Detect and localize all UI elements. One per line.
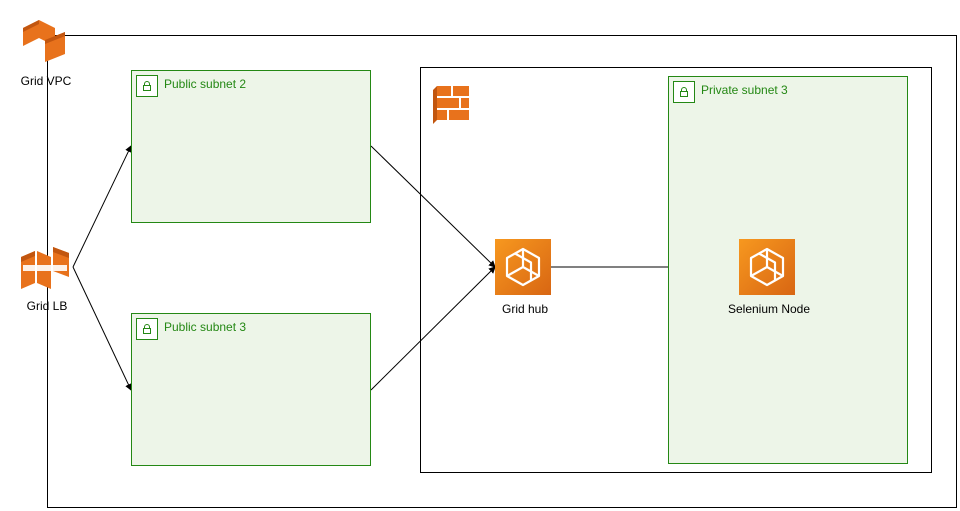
grid-hub-icon [495,239,551,295]
lock-icon [673,81,695,103]
subnet-label: Private subnet 3 [701,83,788,97]
lb-label: Grid LB [25,299,69,313]
lock-icon [136,318,158,340]
public-subnet-2: Public subnet 2 [131,70,371,223]
ecs-icon [431,80,475,124]
subnet-label: Public subnet 3 [164,320,246,334]
grid-hub-label: Grid hub [490,302,560,316]
subnet-label: Public subnet 2 [164,77,246,91]
vpc-label: Grid VPC [20,74,72,88]
load-balancer-icon [17,239,73,295]
selenium-node-icon [739,239,795,295]
public-subnet-3: Public subnet 3 [131,313,371,466]
vpc-icon [17,14,73,70]
lock-icon [136,75,158,97]
diagram-canvas: Public subnet 2 Public subnet 3 Private … [0,0,960,511]
selenium-node-label: Selenium Node [722,302,816,316]
